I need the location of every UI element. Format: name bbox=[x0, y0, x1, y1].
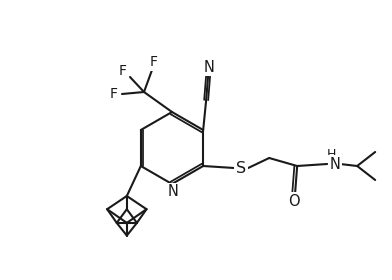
Text: N: N bbox=[204, 60, 214, 74]
Text: F: F bbox=[150, 55, 158, 69]
Text: O: O bbox=[289, 193, 300, 209]
Text: F: F bbox=[110, 87, 118, 101]
Text: N: N bbox=[167, 185, 178, 199]
Text: H: H bbox=[327, 148, 336, 160]
Text: N: N bbox=[330, 157, 341, 171]
Text: S: S bbox=[236, 160, 246, 176]
Text: F: F bbox=[119, 64, 127, 78]
